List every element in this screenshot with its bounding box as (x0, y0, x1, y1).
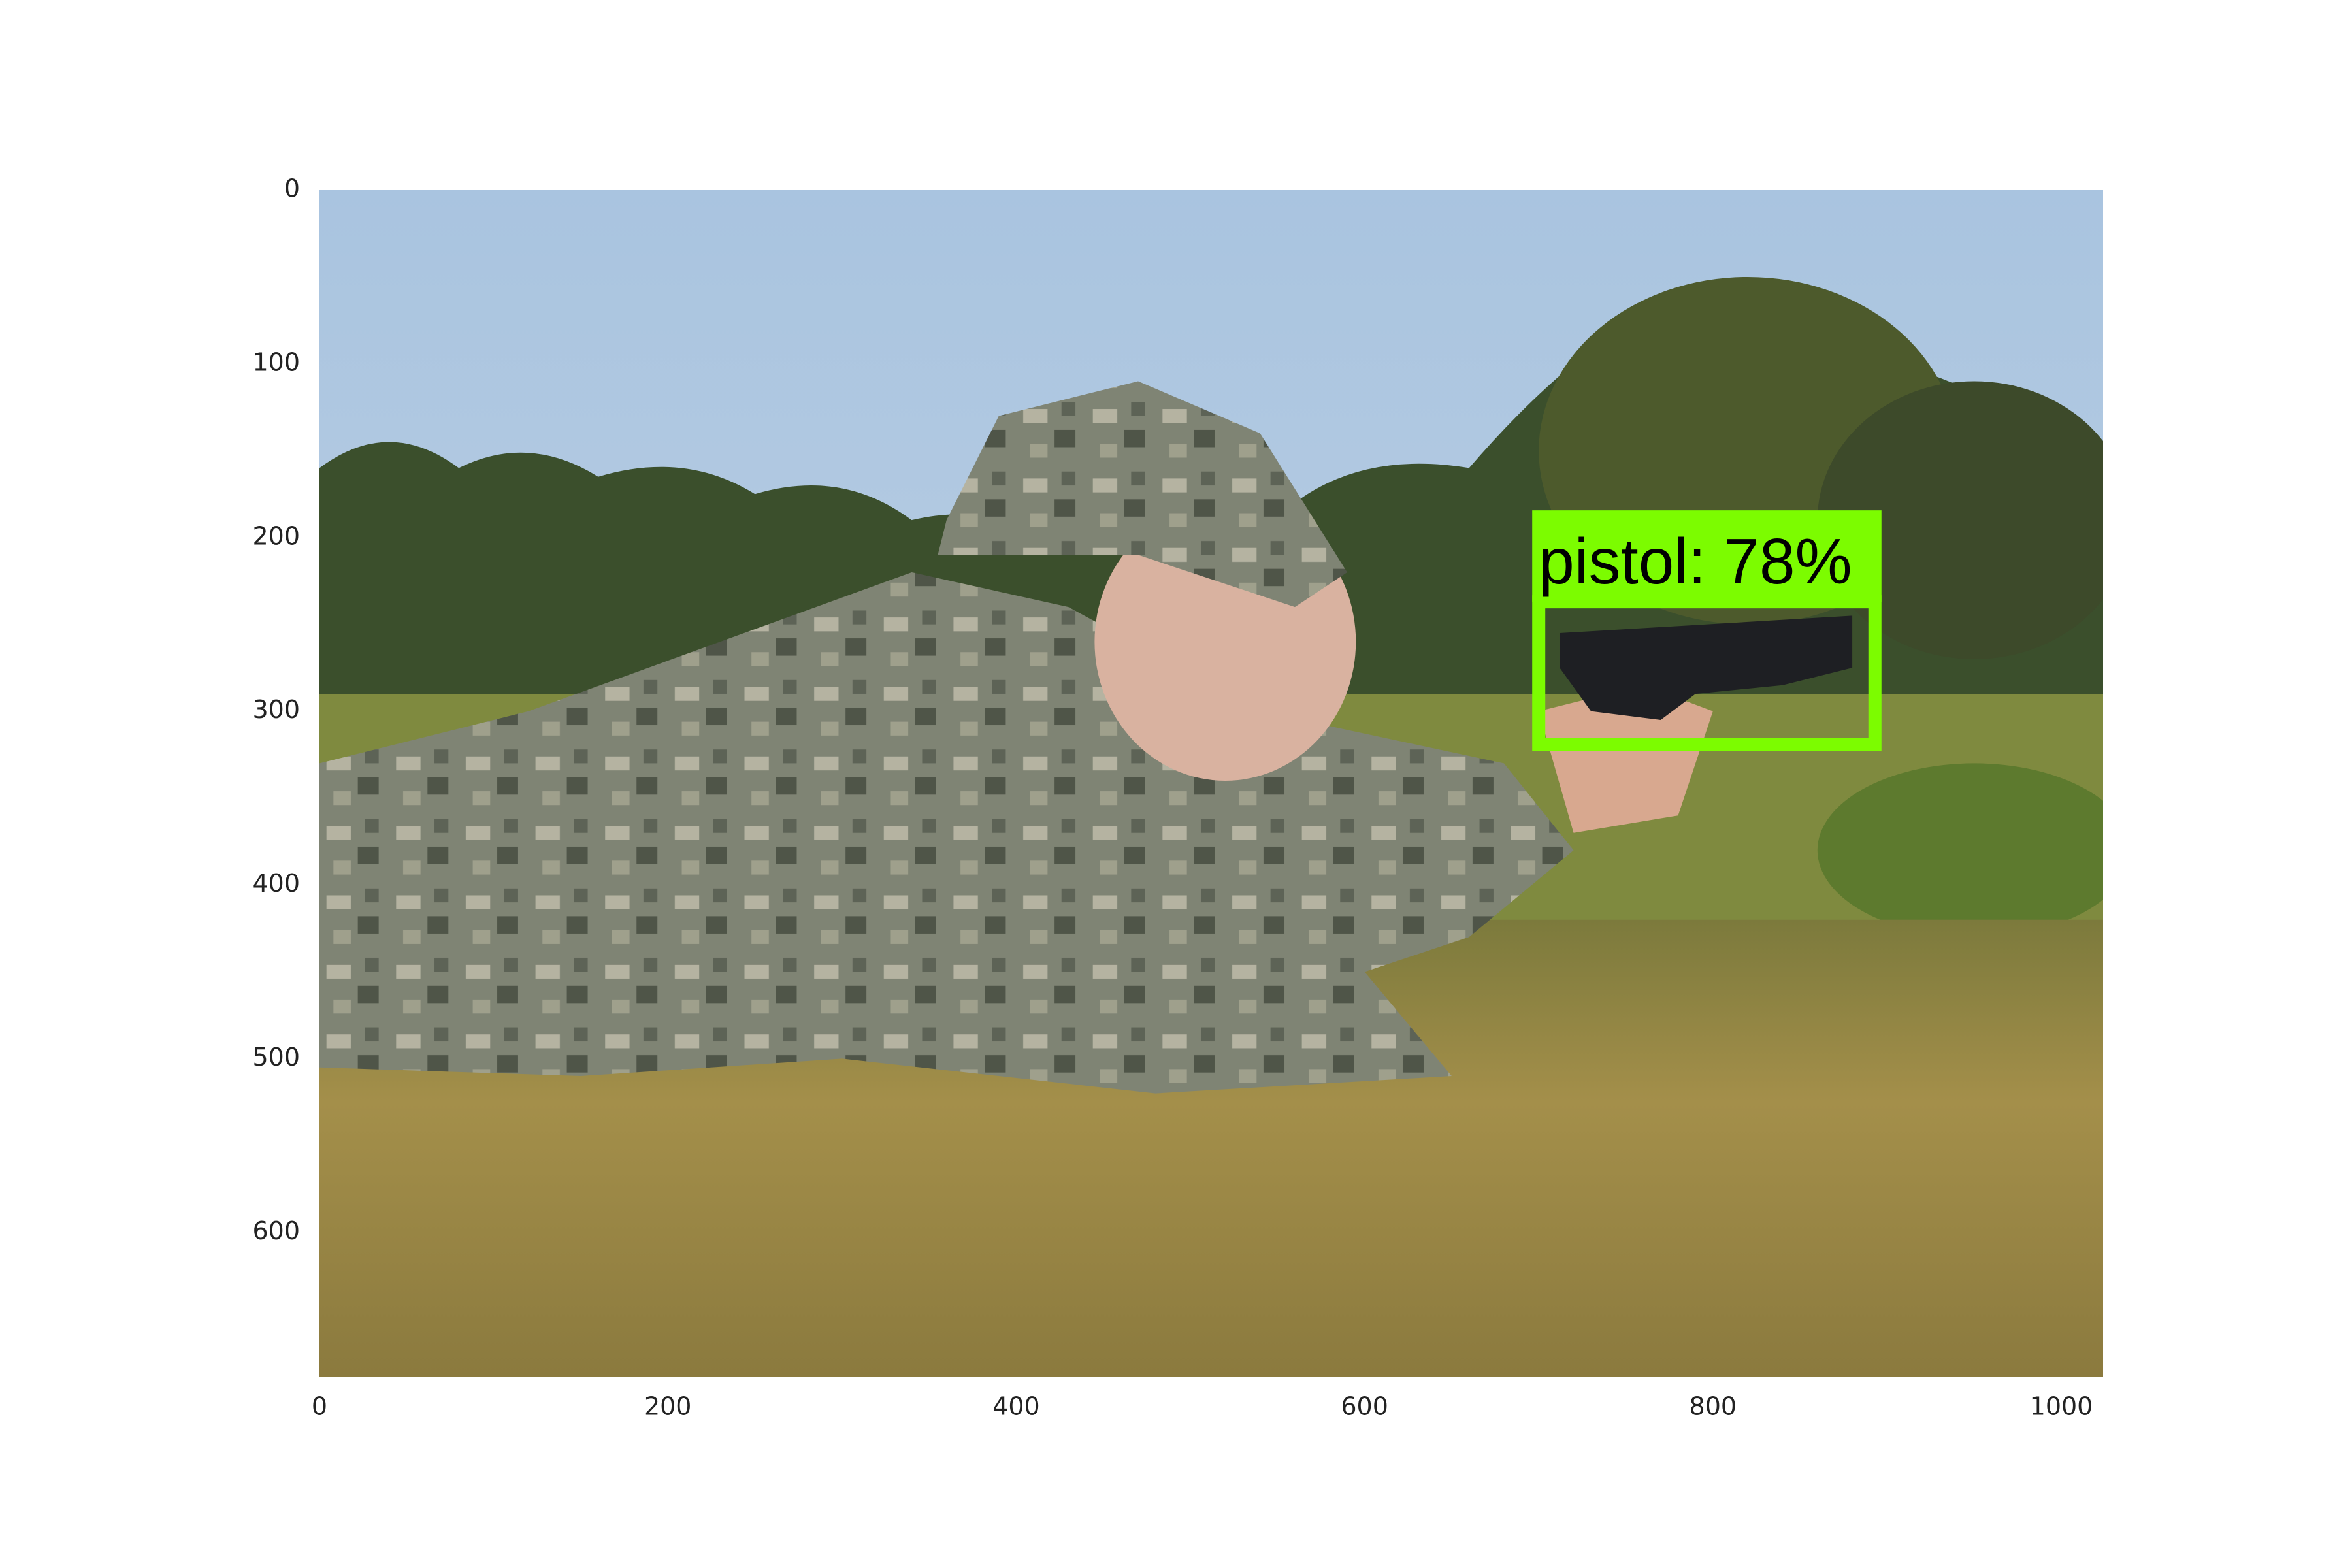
y-tick-label: 0 (284, 174, 300, 203)
photo (319, 190, 2103, 1377)
x-tick-label: 600 (1341, 1392, 1388, 1421)
x-tick-label: 0 (312, 1392, 327, 1421)
y-tick-label: 100 (252, 348, 300, 376)
y-tick-label: 300 (252, 695, 300, 724)
y-tick-label: 500 (252, 1043, 300, 1071)
x-tick-label: 1000 (2030, 1392, 2093, 1421)
y-tick-label: 400 (252, 869, 300, 898)
detection-label: pistol: 78% (1539, 525, 1852, 597)
x-tick-label: 800 (1690, 1392, 1737, 1421)
x-tick-label: 200 (644, 1392, 692, 1421)
x-tick-label: 400 (992, 1392, 1040, 1421)
y-tick-label: 200 (252, 521, 300, 550)
y-tick-label: 600 (252, 1217, 300, 1245)
detection-label-bg (1532, 510, 1882, 602)
